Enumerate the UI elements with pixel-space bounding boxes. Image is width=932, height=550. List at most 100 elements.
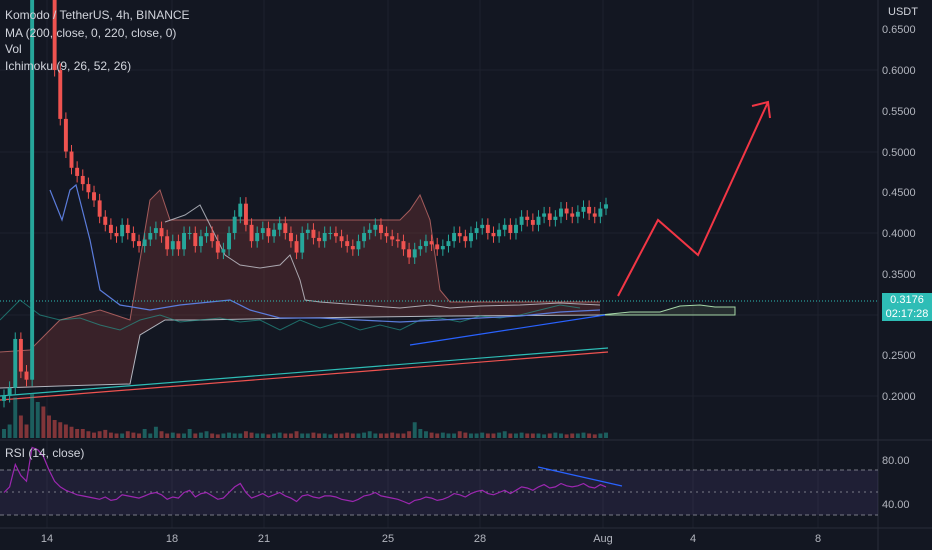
- ma-legend[interactable]: MA (200, close, 0, 220, close, 0): [5, 26, 177, 40]
- vol-legend[interactable]: Vol: [5, 42, 22, 56]
- volume-bar: [210, 433, 215, 438]
- candle-body: [553, 216, 558, 220]
- last-price-label: 0.3176: [882, 293, 932, 307]
- ichimoku-lagging-span: [0, 299, 581, 331]
- candle-body: [30, 0, 35, 380]
- candle-body: [204, 233, 209, 237]
- volume-bar: [547, 433, 552, 438]
- candle-body: [435, 244, 440, 250]
- ichimoku-legend[interactable]: Ichimoku (9, 26, 52, 26): [5, 59, 132, 73]
- price-tick: 0.4500: [882, 187, 916, 199]
- candle-body: [18, 338, 23, 372]
- candle-body: [378, 224, 383, 233]
- volume-bar: [502, 431, 507, 438]
- volume-bar: [125, 431, 130, 438]
- volume-bar: [232, 433, 237, 438]
- symbol-title[interactable]: Komodo / TetherUS, 4h, BINANCE: [5, 8, 190, 22]
- candle-body: [148, 233, 153, 240]
- volume-bar: [384, 433, 389, 438]
- volume-bar: [86, 431, 91, 438]
- volume-bar: [148, 433, 153, 438]
- candle-body: [452, 233, 457, 242]
- candle-body: [333, 233, 338, 237]
- projection-arrow[interactable]: [617, 100, 771, 297]
- candle-body: [457, 233, 462, 237]
- price-axis[interactable]: 0.6500 0.6000 0.5500 0.5000 0.4500 0.400…: [882, 24, 916, 511]
- volume-bar: [142, 429, 147, 438]
- candle-body: [120, 224, 125, 237]
- volume-bar: [114, 433, 119, 438]
- volume-bar: [592, 434, 597, 438]
- volume-bar: [238, 433, 243, 438]
- price-tick: 0.2500: [882, 350, 916, 362]
- volume-bar: [283, 433, 288, 438]
- price-unit: USDT: [888, 6, 918, 18]
- volume-bar: [435, 433, 440, 438]
- volume-bar: [339, 433, 344, 438]
- volume-bar: [581, 432, 586, 438]
- volume-bar: [153, 426, 158, 438]
- time-tick: 18: [166, 533, 178, 545]
- candle-body: [491, 233, 496, 237]
- volume-bar: [24, 424, 29, 438]
- volume-bar: [272, 433, 277, 438]
- candle-body: [232, 216, 237, 233]
- candle-body: [137, 241, 141, 247]
- volume-bar: [575, 433, 580, 438]
- volume-bar: [378, 433, 383, 438]
- candle-body: [2, 396, 6, 401]
- candle-body: [221, 249, 226, 253]
- candle-body: [260, 228, 265, 233]
- candle-body: [356, 241, 361, 250]
- time-tick: 21: [258, 533, 270, 545]
- volume-bar: [35, 402, 40, 438]
- candle-body: [266, 228, 271, 237]
- volume-bar: [440, 432, 445, 438]
- candle-body: [384, 233, 389, 237]
- candle-body: [182, 233, 187, 250]
- volume-bar: [204, 431, 209, 438]
- candle-body: [497, 229, 502, 237]
- candle-body: [283, 223, 288, 233]
- rsi-legend[interactable]: RSI (14, close): [5, 446, 85, 460]
- volume-bar: [227, 432, 232, 438]
- volume-bar: [356, 433, 361, 438]
- candle-body: [570, 213, 575, 217]
- time-tick: Aug: [593, 533, 613, 545]
- price-tick: 0.3500: [882, 269, 916, 281]
- volume-bar: [317, 433, 322, 438]
- candle-body: [215, 241, 220, 253]
- time-axis[interactable]: 14 18 21 25 28 Aug 4 8: [41, 533, 821, 545]
- candle-body: [97, 200, 102, 217]
- candle-body: [238, 203, 243, 217]
- volume-bar: [559, 433, 563, 438]
- candle-body: [13, 338, 18, 388]
- support-trendline[interactable]: [409, 314, 606, 346]
- volume-bar: [514, 433, 518, 438]
- volume-bar: [345, 432, 350, 438]
- candle-body: [581, 206, 586, 212]
- volume-bar: [401, 433, 406, 438]
- volume-bar: [395, 433, 400, 438]
- volume-bar: [542, 434, 547, 438]
- volume-bar: [13, 397, 18, 438]
- candle-body: [362, 233, 367, 242]
- volume-bar: [7, 424, 12, 438]
- ichimoku-cloud: [0, 183, 736, 389]
- rsi-pane: [0, 446, 878, 516]
- candles: [2, 0, 608, 408]
- volume-bar: [480, 432, 485, 438]
- candle-body: [390, 236, 395, 240]
- volume-bar: [120, 433, 125, 438]
- candle-body: [423, 241, 428, 247]
- volume-bar: [536, 433, 541, 438]
- candle-body: [294, 241, 299, 253]
- volume-bar: [159, 431, 164, 438]
- volume-bar: [418, 429, 423, 438]
- candle-body: [249, 224, 254, 242]
- volume-bar: [30, 393, 35, 438]
- price-tick: 0.2000: [882, 391, 916, 403]
- rsi-line: [3, 446, 607, 505]
- candle-body: [187, 233, 192, 234]
